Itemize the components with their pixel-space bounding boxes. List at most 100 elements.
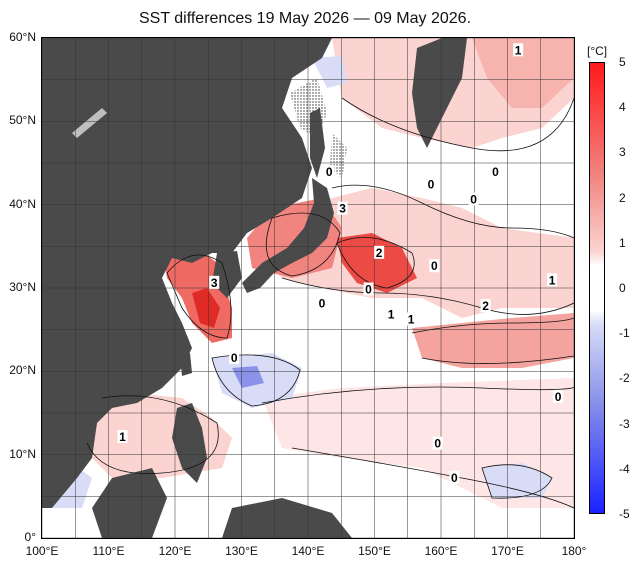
contour-label: 0 bbox=[429, 259, 440, 273]
land-asia-continent bbox=[42, 38, 332, 468]
contour-label: 0 bbox=[363, 282, 374, 297]
contour-label: 0 bbox=[553, 390, 564, 404]
latitude-label: 10°N bbox=[9, 446, 36, 461]
land-indochina bbox=[42, 388, 97, 508]
colorbar-tick-label: -4 bbox=[619, 461, 630, 476]
land-masses bbox=[42, 38, 467, 538]
contour-label: 2 bbox=[480, 299, 491, 313]
svg-text:0: 0 bbox=[326, 165, 333, 179]
contour-line bbox=[166, 254, 232, 339]
contour-label: 0 bbox=[449, 470, 460, 485]
land-japan bbox=[242, 178, 334, 293]
contour-line bbox=[211, 354, 301, 407]
land-korea bbox=[212, 251, 242, 298]
contour-label: 2 bbox=[374, 245, 385, 260]
colorbar-unit: [°C] bbox=[587, 44, 608, 58]
contour-label: 0 bbox=[229, 350, 240, 365]
land-borneo bbox=[92, 468, 167, 538]
contour-label: 0 bbox=[468, 192, 479, 207]
contour-label: 1 bbox=[513, 43, 524, 57]
contour-label: 0 bbox=[316, 296, 327, 311]
longitude-label: 180° bbox=[561, 544, 587, 558]
land-lake bbox=[72, 108, 107, 138]
svg-text:1: 1 bbox=[515, 43, 522, 57]
longitude-label: 120°E bbox=[158, 544, 192, 558]
svg-text:0: 0 bbox=[365, 283, 372, 297]
contour-label: 1 bbox=[547, 273, 558, 287]
colorbar-tick-label: -1 bbox=[619, 326, 630, 341]
contour-label: 0 bbox=[490, 165, 501, 179]
svg-text:0: 0 bbox=[434, 437, 441, 451]
colorbar-tick-label: 5 bbox=[619, 55, 626, 69]
contour-label: 0 bbox=[432, 436, 443, 451]
land-sakhalin bbox=[310, 108, 325, 178]
contour-label: 3 bbox=[337, 201, 348, 216]
latitude-label: 30°N bbox=[9, 280, 36, 294]
svg-text:3: 3 bbox=[339, 202, 346, 216]
contour-line bbox=[336, 237, 415, 289]
contour-line bbox=[481, 464, 553, 499]
colorbar-tick-label: 1 bbox=[619, 235, 626, 250]
colorbar-tick-label: 3 bbox=[619, 145, 626, 160]
svg-text:2: 2 bbox=[482, 299, 489, 313]
warm-anomaly-subtropical-band bbox=[412, 313, 574, 368]
contour-label: 0 bbox=[426, 177, 437, 192]
svg-text:0: 0 bbox=[555, 390, 562, 404]
land-philippines bbox=[172, 403, 207, 483]
svg-text:1: 1 bbox=[119, 430, 126, 444]
colorbar-tick-label: -3 bbox=[619, 416, 630, 431]
contour-line bbox=[281, 277, 574, 315]
svg-text:1: 1 bbox=[388, 308, 395, 322]
contour-line bbox=[331, 184, 574, 239]
land-taiwan bbox=[180, 353, 192, 376]
warm-anomaly-kuroshio-core bbox=[337, 233, 417, 293]
contour-line bbox=[421, 355, 574, 364]
latitude-label: 0° bbox=[24, 530, 36, 544]
longitude-label: 100°E bbox=[25, 544, 59, 558]
longitude-label: 170°E bbox=[491, 544, 524, 558]
colorbar-tick-label: -2 bbox=[619, 371, 630, 386]
svg-text:0: 0 bbox=[492, 165, 499, 179]
longitude-label: 130°E bbox=[225, 544, 258, 558]
warm-anomaly-core-ecs bbox=[192, 288, 220, 328]
contour-label: 0 bbox=[324, 165, 335, 179]
longitude-label: 150°E bbox=[358, 544, 391, 558]
contour-line bbox=[86, 395, 219, 474]
lat-lon-grid bbox=[42, 38, 574, 538]
longitude-label: 140°E bbox=[291, 544, 325, 558]
colorbar-tick-label: -5 bbox=[619, 507, 630, 521]
contour-line bbox=[341, 97, 574, 152]
svg-text:2: 2 bbox=[376, 246, 383, 260]
longitude-label: 160°E bbox=[424, 544, 458, 558]
latitude-label: 20°N bbox=[9, 363, 36, 378]
svg-text:0: 0 bbox=[231, 351, 238, 365]
warm-anomaly-kuroshio bbox=[262, 188, 574, 318]
svg-text:0: 0 bbox=[451, 471, 458, 485]
svg-text:1: 1 bbox=[549, 273, 556, 287]
map-title: SST differences 19 May 2026 — 09 May 202… bbox=[138, 10, 472, 27]
svg-text:3: 3 bbox=[211, 276, 218, 290]
land-kamchatka bbox=[412, 38, 467, 148]
latitude-label: 60°N bbox=[9, 30, 36, 44]
svg-text:0: 0 bbox=[428, 178, 435, 192]
colorbar-tick-label: 0 bbox=[619, 281, 626, 295]
svg-text:1: 1 bbox=[408, 313, 415, 327]
svg-text:0: 0 bbox=[431, 259, 438, 273]
warm-anomaly-bering bbox=[472, 38, 574, 108]
cool-anomaly-equatorial-east bbox=[482, 463, 552, 498]
contour-label: 3 bbox=[209, 275, 220, 290]
contour-label: 1 bbox=[406, 312, 417, 327]
contour-line bbox=[261, 383, 574, 404]
colorbar-tick-label: 2 bbox=[619, 190, 626, 205]
svg-text:0: 0 bbox=[470, 193, 477, 207]
cool-anomaly-gulf-alaska bbox=[312, 56, 347, 88]
contour-line bbox=[265, 212, 341, 277]
land-new-guinea bbox=[222, 498, 352, 538]
contour-label: 1 bbox=[117, 430, 128, 444]
contour-label: 1 bbox=[386, 307, 397, 322]
colorbar bbox=[589, 62, 605, 514]
latitude-label: 40°N bbox=[9, 196, 36, 211]
